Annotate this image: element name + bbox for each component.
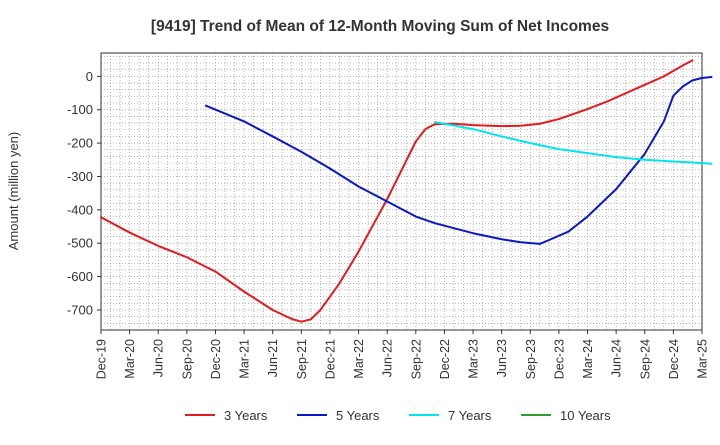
x-tick-label: Mar-21 [238,339,252,379]
y-tick-label: -100 [67,102,93,117]
legend: 3 Years 5 Years 7 Years 10 Years [185,408,611,423]
y-tick-label: -600 [67,269,93,284]
x-tick-label: Sep-21 [295,339,309,379]
series-line-7-years [433,121,713,165]
x-tick-label: Mar-24 [581,339,595,379]
x-tick-label: Mar-22 [352,339,366,379]
x-tick-label: Jun-22 [381,339,395,377]
x-tick-label: Sep-23 [524,339,538,379]
x-tick-label: Jun-24 [610,339,624,377]
y-tick-label: -700 [67,302,93,317]
x-tick-label: Dec-23 [552,339,566,379]
x-tick-label: Sep-22 [409,339,423,379]
x-tick-label: Dec-24 [667,339,681,379]
legend-label: 7 Years [448,408,492,423]
grid-lines [100,53,703,330]
legend-item: 7 Years [409,408,492,423]
x-tick-label: Dec-22 [438,339,452,379]
legend-item: 3 Years [185,408,268,423]
x-tick-label: Sep-20 [180,339,194,379]
y-axis-ticks: 0 -100 -200 -300 -400 -500 -600 -700 [67,69,101,317]
x-axis-ticks: Dec-19 Mar-20 Jun-20 Sep-20 Dec-20 Mar-21 Jun-… [95,330,710,379]
x-tick-label: Jun-21 [266,339,280,377]
legend-label: 3 Years [224,408,268,423]
series-line-5-years [204,76,713,245]
legend-item: 5 Years [297,408,380,423]
x-tick-label: Dec-20 [209,339,223,379]
legend-label: 10 Years [560,408,611,423]
y-tick-label: -400 [67,202,93,217]
x-tick-label: Sep-24 [638,339,652,379]
x-tick-label: Dec-21 [323,339,337,379]
x-tick-label: Jun-23 [495,339,509,377]
legend-label: 5 Years [336,408,380,423]
chart-title: [9419] Trend of Mean of 12-Month Moving … [151,18,609,35]
x-tick-label: Mar-20 [123,339,137,379]
x-tick-label: Jun-20 [152,339,166,377]
y-tick-label: 0 [86,69,93,84]
plot-area-border [100,52,703,331]
x-tick-label: Mar-23 [467,339,481,379]
y-tick-label: -300 [67,169,93,184]
y-tick-label: -200 [67,136,93,151]
plot-frame [100,52,703,331]
legend-item: 10 Years [521,408,611,423]
series-line-3-years [100,59,694,323]
x-tick-label: Mar-25 [696,339,710,379]
series-lines [100,59,713,323]
y-tick-label: -500 [67,236,93,251]
x-tick-label: Dec-19 [95,339,109,379]
y-axis-label: Amount (million yen) [6,132,21,251]
